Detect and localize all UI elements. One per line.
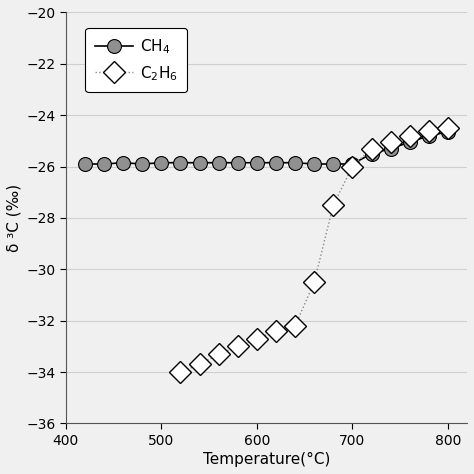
CH$_4$ <box>254 160 260 165</box>
C$_2$H$_6$ <box>426 128 432 134</box>
C$_2$H$_6$ <box>178 369 183 375</box>
C$_2$H$_6$ <box>311 279 317 285</box>
C$_2$H$_6$ <box>292 323 298 328</box>
CH$_4$ <box>158 160 164 165</box>
C$_2$H$_6$ <box>388 139 393 145</box>
Y-axis label: δ ³C (‰): δ ³C (‰) <box>7 184 22 252</box>
Line: C$_2$H$_6$: C$_2$H$_6$ <box>173 120 456 380</box>
CH$_4$ <box>292 160 298 165</box>
C$_2$H$_6$ <box>407 133 412 138</box>
CH$_4$ <box>82 161 88 167</box>
CH$_4$ <box>197 160 202 165</box>
CH$_4$ <box>101 161 107 167</box>
C$_2$H$_6$ <box>349 164 355 169</box>
CH$_4$ <box>407 139 412 145</box>
Legend: CH$_4$, C$_2$H$_6$: CH$_4$, C$_2$H$_6$ <box>85 28 187 91</box>
C$_2$H$_6$ <box>197 362 202 367</box>
CH$_4$ <box>426 133 432 138</box>
CH$_4$ <box>139 161 145 167</box>
CH$_4$ <box>330 161 336 167</box>
CH$_4$ <box>235 160 241 165</box>
CH$_4$ <box>311 161 317 167</box>
C$_2$H$_6$ <box>330 202 336 208</box>
Line: CH$_4$: CH$_4$ <box>78 125 455 171</box>
CH$_4$ <box>216 160 221 165</box>
C$_2$H$_6$ <box>369 146 374 151</box>
CH$_4$ <box>445 129 451 135</box>
CH$_4$ <box>178 160 183 165</box>
C$_2$H$_6$ <box>216 351 221 357</box>
CH$_4$ <box>388 146 393 151</box>
CH$_4$ <box>273 160 279 165</box>
X-axis label: Temperature(°C): Temperature(°C) <box>203 452 330 467</box>
CH$_4$ <box>349 161 355 167</box>
C$_2$H$_6$ <box>254 336 260 342</box>
CH$_4$ <box>369 151 374 156</box>
CH$_4$ <box>120 160 126 165</box>
C$_2$H$_6$ <box>273 328 279 334</box>
C$_2$H$_6$ <box>235 344 241 349</box>
C$_2$H$_6$ <box>445 125 451 131</box>
